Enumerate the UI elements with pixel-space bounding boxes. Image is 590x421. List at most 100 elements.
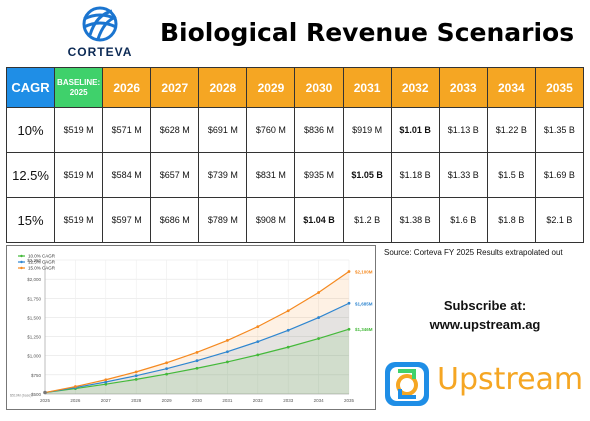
header-year: 2033 [438,67,488,108]
header-year: 2031 [342,67,392,108]
cagr-cell: 10% [5,107,56,153]
legend-marker [20,266,23,270]
series-area [45,303,349,394]
x-tick-label: 2032 [253,398,264,403]
legend-marker [20,260,23,264]
revenue-cell: $1.18 B [390,152,440,198]
header-year: 2032 [390,67,440,108]
series-end-label: $1,685M [355,301,373,306]
revenue-cell: $908 M [246,197,296,243]
cagr-cell: 12.5% [5,152,56,198]
page-title: Biological Revenue Scenarios [160,18,575,47]
subscribe-url[interactable]: www.upstream.ag [429,317,541,332]
cagr-cell: 15% [5,197,56,243]
data-point [74,385,77,388]
revenue-cell: $1.8 B [486,197,536,243]
data-point [286,345,290,349]
revenue-cell: $519 M [54,197,104,243]
data-point [347,327,351,331]
y-tick-label: $750 [31,373,42,378]
data-point [347,301,351,305]
revenue-cell: $1.38 B [390,197,440,243]
source-note: Source: Corteva FY 2025 Results extrapol… [384,248,563,257]
revenue-cell: $1.2 B [342,197,392,243]
data-point [104,380,108,384]
x-tick-label: 2026 [70,398,81,403]
revenue-cell: $1.35 B [534,107,585,153]
series-area [45,271,349,394]
data-point [256,353,260,357]
header-year: 2027 [150,67,200,108]
data-point [256,325,260,329]
revenue-line-chart: $500 $750 $1,000 $1,250 $1,500 $1,750 $2,000 $2… [6,245,376,410]
series-end-label: $1,346M [355,327,373,332]
data-point [226,350,229,354]
data-point [226,360,229,364]
header-cagr: CAGR [5,67,56,108]
revenue-cell: $657 M [150,152,200,198]
header-year: 2029 [246,67,296,108]
x-tick-label: 2027 [101,398,112,403]
revenue-cell: $1.33 B [438,152,488,198]
y-tick-label: $1,250 [27,335,41,340]
x-tick-label: 2028 [131,398,142,403]
x-tick-label: 2029 [162,398,173,403]
header-year: 2026 [102,67,152,108]
table-header-row: CAGR BASELINE: 2025 2026 2027 2028 2029 2… [5,67,585,108]
series-end-label: $2,100M [355,269,373,274]
data-point [165,367,169,371]
x-tick-label: 2030 [192,398,203,403]
y-tick-label: $1,750 [27,296,41,301]
legend-marker [20,254,23,258]
table-row: 15% $519 M $597 M $686 M $789 M $908 M $1.04 B… [5,197,585,243]
y-tick-label: $1,000 [27,354,41,359]
header-year: 2034 [486,67,536,108]
revenue-cell: $1.05 B [342,152,392,198]
revenue-cell: $686 M [150,197,200,243]
legend-label: 12.5% CAGR [28,260,56,265]
data-point [104,382,108,386]
series-area [45,329,349,394]
revenue-cell: $628 M [150,107,200,153]
y-tick-label: $2,250 [27,258,41,263]
x-tick-label: 2034 [314,398,325,403]
x-tick-label: 2025 [40,398,51,403]
chart-svg: $500 $750 $1,000 $1,250 $1,500 $1,750 $2,000 $2… [10,254,373,403]
upstream-logo-icon [384,361,430,407]
data-point [256,340,260,344]
corteva-logo-text: CORTEVA [67,45,133,59]
data-point [317,337,320,340]
legend-label: 15.0% CAGR [28,266,56,271]
baseline-annotation: $519M (base) [10,394,32,398]
data-point [134,370,138,374]
revenue-cell: $1.13 B [438,107,488,153]
y-tick-label: $1,500 [27,315,41,320]
revenue-cell: $831 M [246,152,296,198]
data-point [104,378,108,382]
header-year: 2035 [534,67,585,108]
data-point [195,366,199,370]
revenue-cell: $519 M [54,107,104,153]
data-point [226,339,229,342]
table-row: 12.5% $519 M $584 M $657 M $739 M $831 M $935 … [5,152,585,198]
x-tick-label: 2031 [222,398,233,403]
x-tick-label: 2033 [283,398,294,403]
subscribe-label: Subscribe at: [443,298,527,313]
header-baseline: BASELINE: 2025 [54,67,104,108]
corteva-logo: CORTEVA [60,5,140,61]
revenue-cell: $1.69 B [534,152,585,198]
data-point [165,361,169,365]
revenue-cell: $1.01 B [390,107,440,153]
revenue-cell: $691 M [198,107,248,153]
revenue-cell: $584 M [102,152,152,198]
y-tick-label: $2,000 [27,277,41,282]
data-point [347,270,351,273]
data-point [195,350,199,354]
header-year: 2030 [294,67,344,108]
x-tick-label: 2035 [344,398,355,403]
revenue-cell: $597 M [102,197,152,243]
data-point [165,372,169,376]
revenue-cell: $1.22 B [486,107,536,153]
data-point [317,291,320,294]
data-point [317,316,320,319]
